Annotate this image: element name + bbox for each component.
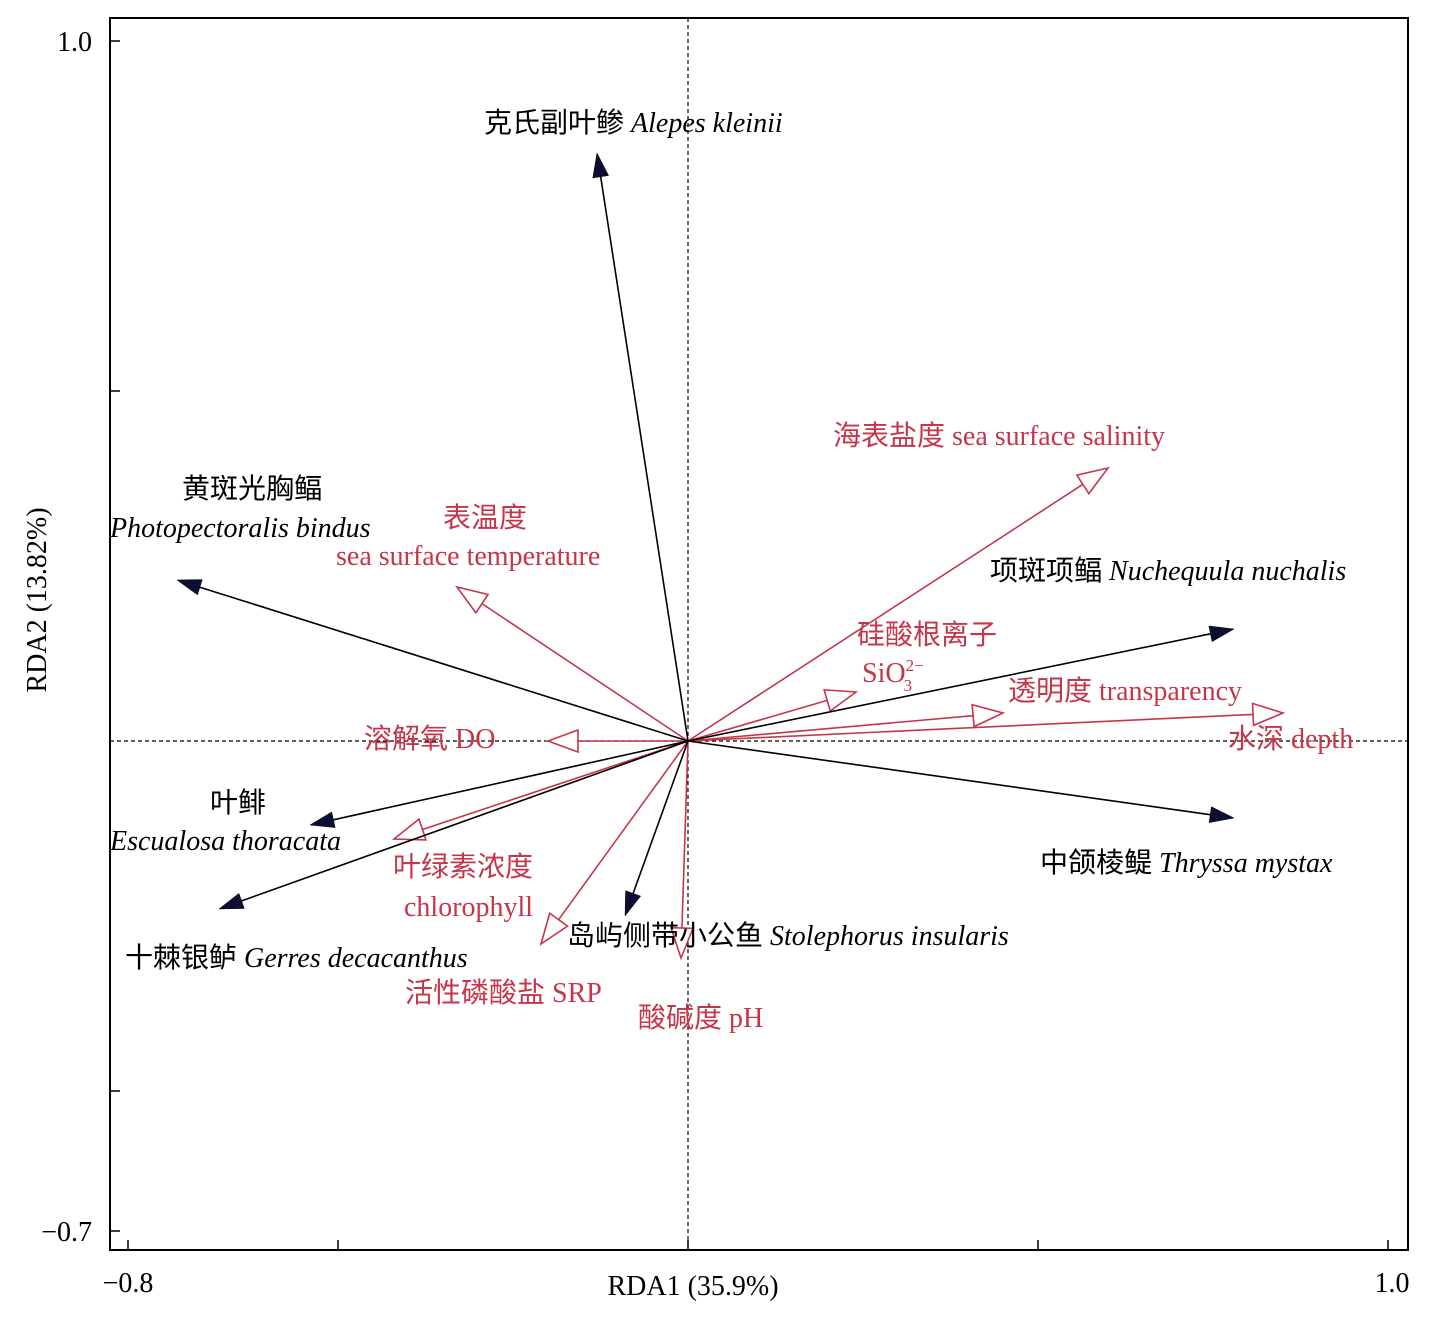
arrows [176,152,1286,961]
species-arrow-escualosa-thoracata-shaft [333,740,689,821]
labels: 克氏副叶鲹 Alepes kleinii 黄斑光胸鲾 Photopectoral… [109,107,1353,1034]
env-arrow-transparency-head [971,703,1006,728]
label-dissolved-oxygen: 溶解氧 DO [364,723,495,755]
label-gerres-decacanthus: 十棘银鲈 Gerres decacanthus [125,942,468,974]
env-arrow-sea-surface-salinity [687,466,1110,742]
env-arrow-ph-shaft [681,740,689,929]
env-arrow-transparency [687,703,1006,742]
plot-frame [109,17,1409,1251]
species-arrow-escualosa-thoracata [309,740,689,828]
env-arrow-depth [687,702,1286,742]
label-alepes-kleinii: 克氏副叶鲹 Alepes kleinii [484,107,783,139]
species-arrow-nuchequula-nuchalis-shaft [687,633,1211,742]
label-temperature-en: sea surface temperature [336,541,600,572]
label-depth: 水深 depth [1228,723,1353,755]
env-arrow-sio3-2-shaft [687,699,828,742]
env-arrow-sea-surface-salinity-shaft [687,483,1084,742]
y-tick-label-min: −0.7 [41,1217,92,1248]
axes: −0.8 1.0 1.0 −0.7 RDA1 (35.9%) RDA2 (13.82%) [22,17,1410,1302]
species-arrow-thryssa-mystax-head [1208,806,1235,823]
label-escualosa-latin: Escualosa thoracata [109,826,341,857]
env-arrow-do-head [545,728,579,754]
species-arrow-gerres-decacanthus-shaft [241,740,689,902]
species-arrow-photopectoralis-bindus-shaft [199,586,689,742]
species-arrow-escualosa-thoracata-head [309,811,336,828]
species-arrow-photopectoralis-bindus-head [176,579,203,596]
label-temperature-cn: 表温度 [443,502,527,534]
env-arrow-chlorophyll-head [391,817,428,841]
env-arrow-srp-shaft [557,740,689,921]
env-arrow-sio3-2 [687,688,859,742]
species-arrow-gerres-decacanthus-head [218,892,245,910]
env-arrow-sea-surface-salinity-head [1075,466,1110,495]
y-tick-label-max: 1.0 [57,27,92,58]
label-photopectoralis-latin: Photopectoralis bindus [109,513,371,544]
species-arrow-gerres-decacanthus [218,740,689,910]
label-silicate-formula: SiO2− 3 [862,656,924,695]
label-nuchequula-nuchalis: 项斑项鲾 Nuchequula nuchalis [990,555,1346,587]
species-arrow-alepes-kleinii-shaft [599,176,689,742]
species-arrow-thryssa-mystax [687,740,1235,823]
env-arrow-do [545,728,688,754]
species-arrow-thryssa-mystax-shaft [687,740,1211,816]
label-transparency: 透明度 transparency [1008,675,1242,707]
env-arrow-chlorophyll [391,740,689,841]
env-arrow-sea-surface-temperature-shaft [481,602,689,742]
env-arrow-sio3-2-head [823,688,859,713]
y-axis-title: RDA2 (13.82%) [22,507,53,692]
env-arrow-depth-head [1251,702,1286,727]
species-arrow-stolephorus-insularis-head [624,890,642,917]
label-ph: 酸碱度 pH [638,1002,763,1034]
env-arrow-transparency-shaft [687,714,974,742]
env-arrow-sea-surface-temperature [455,585,689,742]
env-arrow-srp-head [539,911,569,946]
label-srp: 活性磷酸盐 SRP [405,977,602,1009]
label-sea-surface-salinity: 海表盐度 sea surface salinity [833,420,1165,452]
label-photopectoralis-cn: 黄斑光胸鲾 [182,473,322,505]
env-arrow-sea-surface-temperature-head [455,585,490,615]
x-axis-title: RDA1 (35.9%) [607,1271,778,1302]
species-arrow-alepes-kleinii-head [592,152,609,179]
label-stolephorus-insularis: 岛屿侧带小公鱼 Stolephorus insularis [567,920,1009,952]
label-thryssa-mystax: 中颌棱鳀 Thryssa mystax [1040,847,1333,879]
env-arrow-srp [539,740,689,946]
species-arrow-stolephorus-insularis-shaft [632,740,689,894]
label-chlorophyll-cn: 叶绿素浓度 [393,851,533,883]
species-arrow-nuchequula-nuchalis-head [1208,625,1235,643]
env-arrow-depth-shaft [687,713,1254,742]
label-silicate-cn: 硅酸根离子 [857,619,997,651]
x-tick-label-min: −0.8 [103,1268,154,1299]
species-arrow-stolephorus-insularis [624,740,689,917]
env-arrow-ph-head [669,926,695,961]
species-arrow-nuchequula-nuchalis [687,625,1235,742]
env-arrow-chlorophyll-shaft [422,740,689,831]
env-arrow-ph [669,740,695,961]
x-tick-label-max: 1.0 [1375,1268,1410,1299]
species-arrow-photopectoralis-bindus [176,579,689,742]
species-arrow-alepes-kleinii [592,152,689,742]
label-chlorophyll-en: chlorophyll [404,892,533,923]
label-escualosa-cn: 叶鲱 [210,787,266,819]
